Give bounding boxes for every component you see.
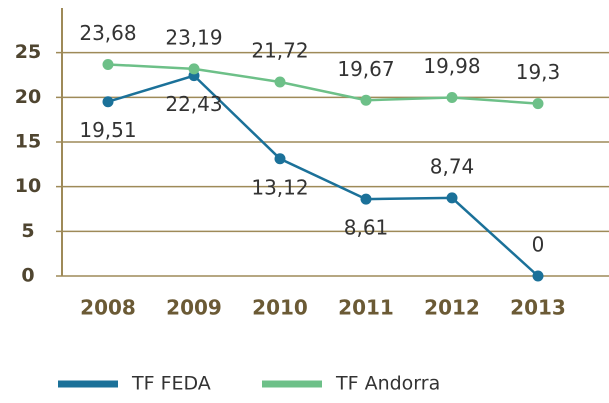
data-label: 8,74 [430,154,475,178]
x-tick-label: 2010 [252,296,308,320]
data-point [360,193,372,205]
legend-label: TF Andorra [335,373,440,395]
data-point [446,192,458,204]
legend-label: TF FEDA [131,373,211,395]
data-point [274,153,286,165]
data-label: 0 [532,233,545,257]
y-tick-label: 10 [15,175,41,197]
data-label: 19,98 [423,54,480,78]
data-label: 8,61 [344,216,389,240]
x-tick-label: 2013 [510,296,566,320]
y-tick-label: 20 [15,86,41,108]
y-tick-label: 5 [21,220,34,242]
y-tick-label: 25 [15,41,41,63]
data-label: 22,43 [165,92,222,116]
data-label: 23,68 [79,21,136,45]
y-tick-label: 0 [21,265,34,287]
data-point [446,92,458,104]
x-tick-label: 2011 [338,296,394,320]
data-point [274,76,286,88]
data-point [188,63,200,75]
series-line [107,63,539,105]
x-tick-label: 2008 [80,296,136,320]
series-line [107,74,539,277]
data-label: 19,51 [79,118,136,142]
data-point [102,58,114,70]
x-tick-label: 2009 [166,296,222,320]
data-point [532,98,544,110]
data-label: 19,3 [516,60,561,84]
y-tick-label: 15 [15,131,41,153]
data-point [102,96,114,108]
data-label: 23,19 [165,25,222,49]
data-label: 21,72 [251,38,308,62]
x-tick-label: 2012 [424,296,480,320]
data-label: 13,12 [251,175,308,199]
data-point [360,94,372,106]
data-label: 19,67 [337,57,394,81]
data-point [532,270,544,282]
